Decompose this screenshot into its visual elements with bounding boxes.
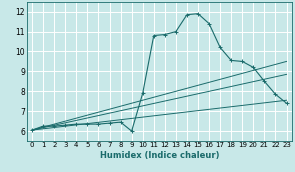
X-axis label: Humidex (Indice chaleur): Humidex (Indice chaleur) [99,150,219,159]
